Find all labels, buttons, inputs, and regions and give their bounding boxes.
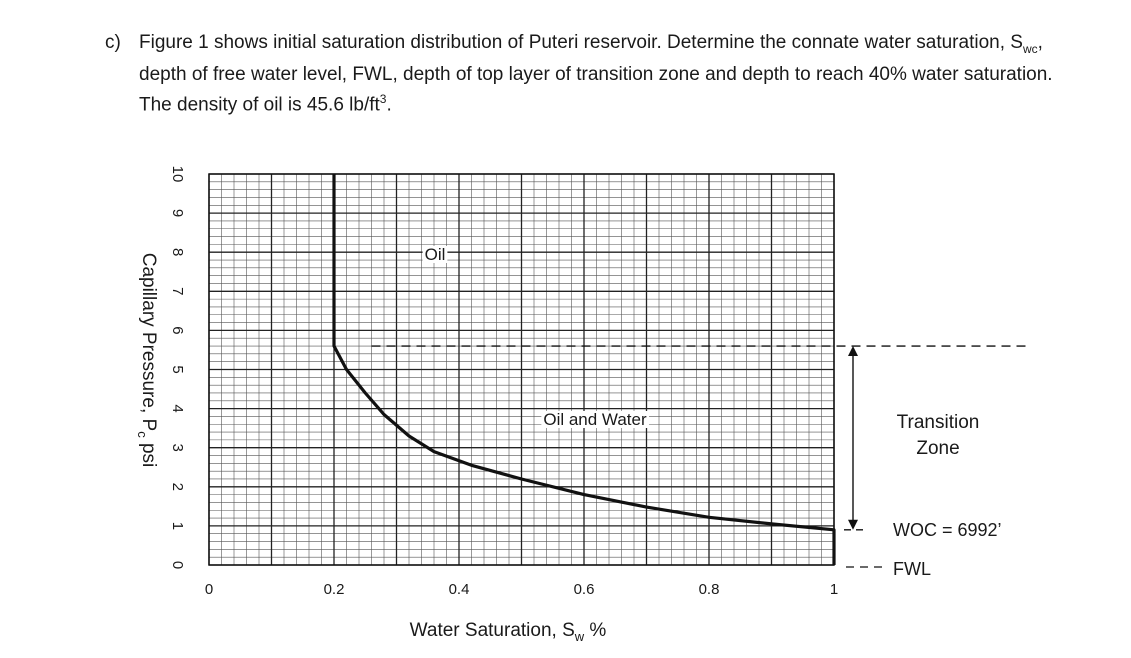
x-tick-label: 0.2 <box>324 581 345 598</box>
y-tick-label: 10 <box>169 166 186 183</box>
question-block: c) Figure 1 shows initial saturation dis… <box>105 30 1065 117</box>
x-tick-label: 0.8 <box>699 581 720 598</box>
y-tick-label: 9 <box>169 209 186 217</box>
question-text-part-2: , depth of free water level, FWL, depth … <box>139 32 1053 116</box>
question-text-subscript: wc <box>1022 41 1038 56</box>
question-text: Figure 1 shows initial saturation distri… <box>139 30 1065 117</box>
question-text-part-1: Figure 1 shows initial saturation distri… <box>139 32 1023 53</box>
region-label-oil-and-water: Oil and Water <box>543 410 647 429</box>
transition-zone-arrow-head-up <box>848 346 858 357</box>
curve-layer <box>332 174 836 565</box>
region-label-oil-bg <box>422 246 448 263</box>
y-tick-label: 7 <box>169 287 186 295</box>
y-tick-label: 6 <box>169 326 186 334</box>
y-tick-label: 8 <box>169 248 186 256</box>
transition-zone-arrow-head-down <box>848 519 858 530</box>
x-tick-label: 0.6 <box>574 581 595 598</box>
capillary-pressure-curve <box>332 174 836 565</box>
question-text-part-3: . <box>386 94 392 116</box>
y-axis-label: Capillary Pressure, Pc psi <box>135 253 159 468</box>
x-tick-label: 0 <box>205 581 213 598</box>
region-label-oil: Oil <box>425 245 446 264</box>
question-label: c) <box>105 32 121 53</box>
x-axis-label: Water Saturation, Sw % <box>410 620 607 644</box>
woc-label: WOC = 6992’ <box>893 520 1002 540</box>
x-tick-label: 0.4 <box>449 581 470 598</box>
transition-zone-label-line-2: Zone <box>916 438 959 459</box>
fwl-label: FWL <box>893 559 931 579</box>
region-label-oil-and-water-bg <box>541 411 649 428</box>
y-tick-label: 4 <box>169 404 186 412</box>
transition-zone-label-line-1: Transition <box>897 412 980 433</box>
annotations: Oil Oil and Water Transition Zone WOC = … <box>422 245 1002 579</box>
grid-major <box>208 173 835 566</box>
y-tick-label: 0 <box>169 561 186 569</box>
y-tick-label: 5 <box>169 365 186 373</box>
question-text-superscript: 3 <box>379 91 387 106</box>
x-tick-label: 1 <box>830 581 838 598</box>
y-tick-label: 3 <box>169 444 186 452</box>
y-tick-label: 1 <box>169 522 186 530</box>
y-tick-label: 2 <box>169 483 186 491</box>
reference-lines <box>371 345 1030 568</box>
plot-frame <box>208 173 835 566</box>
